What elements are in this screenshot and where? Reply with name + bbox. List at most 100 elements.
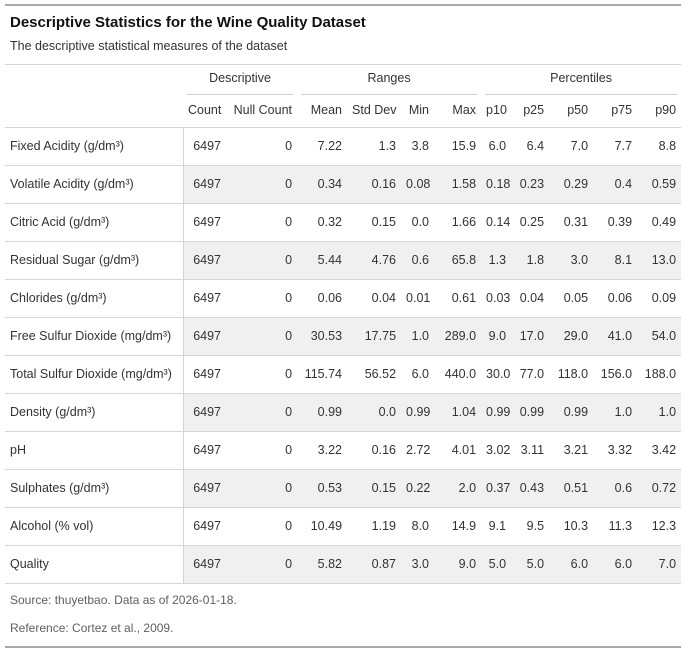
spanner-descriptive-label: Descriptive: [187, 65, 294, 95]
cell-value: 0.4: [593, 165, 638, 204]
cell-value: 0.59: [637, 165, 682, 204]
cell-value: 1.04: [434, 393, 482, 432]
row-label: Alcohol (% vol): [5, 507, 184, 546]
row-label: Free Sulfur Dioxide (mg/dm³): [5, 317, 184, 356]
cell-value: 0.15: [371, 215, 397, 229]
cell-value: 0.6: [401, 241, 435, 280]
cell-value: 0.72: [637, 469, 682, 508]
cell-value: 0.51: [549, 469, 594, 508]
cell-value: 7.0: [637, 545, 682, 584]
cell-value: 6497: [183, 317, 226, 356]
column-header-count: Count: [183, 95, 226, 128]
cell-value: 8.8: [658, 139, 677, 153]
column-header-p10: p10: [481, 95, 512, 128]
row-label: Chlorides (g/dm³): [5, 279, 184, 318]
cell-value: 0.03: [486, 291, 511, 305]
cell-value: 1.3: [481, 241, 512, 280]
column-header-p75: p75: [593, 95, 638, 128]
cell-value: 0.22: [401, 469, 435, 508]
column-header-mean: Mean: [297, 95, 348, 128]
cell-value: 3.0: [549, 241, 594, 280]
table-subtitle: The descriptive statistical measures of …: [10, 39, 288, 53]
cell-value: 3.32: [607, 443, 633, 457]
cell-value: 9.0: [434, 545, 482, 584]
cell-value: 13.0: [637, 241, 682, 280]
cell-value: 4.01: [451, 443, 477, 457]
spanner-ranges-label: Ranges: [301, 65, 478, 95]
cell-value: 3.8: [411, 139, 430, 153]
cell-value: 8.1: [593, 241, 638, 280]
column-header-null-count: Null Count: [226, 95, 298, 128]
cell-value: 9.5: [526, 519, 545, 533]
column-header-p90: p90: [637, 95, 682, 128]
cell-value: 29.0: [549, 317, 594, 356]
stub-header: [5, 95, 183, 128]
cell-value: 6497: [183, 469, 226, 508]
cell-value: 0.09: [651, 291, 677, 305]
cell-value: 6497: [193, 443, 221, 457]
cell-value: 156.0: [600, 367, 633, 381]
cell-value: 0.18: [481, 165, 512, 204]
source-note: Source: thuyetbao. Data as of 2026-01-18…: [10, 593, 237, 607]
cell-value: 0.16: [347, 165, 402, 204]
row-label: pH: [5, 431, 184, 470]
table-row: Quality 6497 0 5.82 0.87 3.0 9.0 5.0 5.0 6.0 6.0 7.…: [5, 545, 682, 584]
cell-value: 0.04: [371, 291, 397, 305]
cell-value: 1.3: [378, 139, 397, 153]
table-row: Residual Sugar (g/dm³) 6497 0 5.44 4.76 0.6 65…: [5, 241, 682, 280]
table-heading: Descriptive Statistics for the Wine Qual…: [5, 6, 681, 65]
cell-value: 3.21: [563, 443, 589, 457]
cell-value: 5.0: [481, 545, 512, 584]
cell-value: 0.06: [317, 291, 343, 305]
cell-value: 1.0: [401, 317, 435, 356]
row-label: Sulphates (g/dm³): [5, 469, 184, 508]
table-row: Volatile Acidity (g/dm³) 6497 0 0.34 0.16 0.0…: [5, 165, 682, 204]
cell-value: 0.99: [549, 393, 594, 432]
cell-value: 0.32: [317, 215, 343, 229]
cell-value: 6497: [183, 545, 226, 584]
cell-value: 3.42: [651, 443, 677, 457]
cell-value: 0: [285, 215, 293, 229]
cell-value: 2.72: [406, 443, 431, 457]
cell-value: 0.25: [519, 215, 545, 229]
cell-value: 3.02: [486, 443, 511, 457]
table-row: Fixed Acidity (g/dm³) 6497 0 7.22 1.3 3.8 15.9…: [5, 127, 682, 166]
cell-value: 0: [285, 291, 293, 305]
cell-value: 6497: [193, 519, 221, 533]
cell-value: 12.3: [651, 519, 677, 533]
cell-value: 0: [285, 443, 293, 457]
cell-value: 0.34: [297, 165, 348, 204]
cell-value: 0.0: [411, 215, 430, 229]
cell-value: 0: [226, 469, 298, 508]
cell-value: 54.0: [637, 317, 682, 356]
cell-value: 6497: [193, 291, 221, 305]
cell-value: 0.99: [297, 393, 348, 432]
column-header-max: Max: [434, 95, 482, 128]
cell-value: 6.0: [593, 545, 638, 584]
table-body: Fixed Acidity (g/dm³) 6497 0 7.22 1.3 3.8 15.9…: [5, 127, 682, 584]
cell-value: 7.7: [614, 139, 633, 153]
cell-value: 17.75: [347, 317, 402, 356]
cell-value: 6.0: [411, 367, 430, 381]
cell-value: 41.0: [593, 317, 638, 356]
cell-value: 9.1: [488, 519, 507, 533]
spanner-descriptive: Descriptive: [183, 65, 297, 95]
cell-value: 6.0: [488, 139, 507, 153]
spanner-ranges: Ranges: [297, 65, 481, 95]
cell-value: 5.44: [297, 241, 348, 280]
cell-value: 11.3: [608, 519, 633, 533]
table-row: Alcohol (% vol) 6497 0 10.49 1.19 8.0 14.9 9.1 9…: [5, 507, 682, 546]
cell-value: 0.15: [347, 469, 402, 508]
column-header-p50: p50: [549, 95, 594, 128]
cell-value: 0.61: [451, 291, 477, 305]
cell-value: 1.19: [371, 519, 397, 533]
cell-value: 4.76: [347, 241, 402, 280]
column-header-min: Min: [401, 95, 435, 128]
row-label: Density (g/dm³): [5, 393, 184, 432]
cell-value: 0.16: [371, 443, 397, 457]
cell-value: 8.0: [411, 519, 430, 533]
cell-value: 65.8: [434, 241, 482, 280]
cell-value: 30.0: [486, 367, 511, 381]
cell-value: 0.08: [401, 165, 435, 204]
table-row: Citric Acid (g/dm³) 6497 0 0.32 0.15 0.0 1.66 0…: [5, 203, 682, 242]
